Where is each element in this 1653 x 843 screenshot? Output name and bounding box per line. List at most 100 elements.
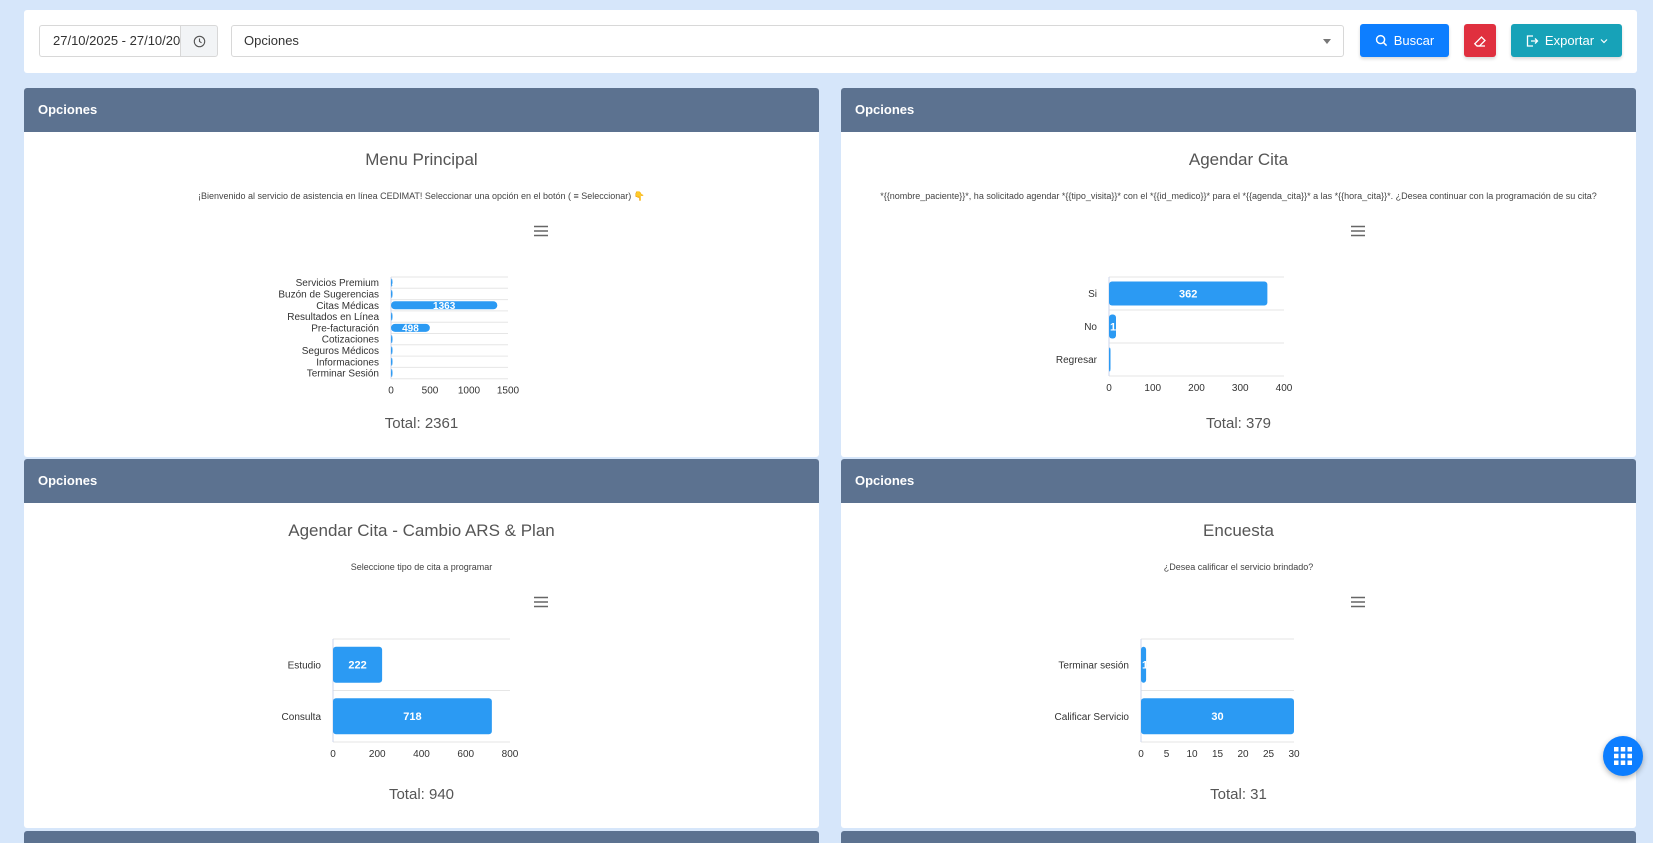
bar [391,301,498,310]
bar [391,289,393,298]
category-label: Calificar Servicio [1055,712,1130,723]
category-label: Seguros Médicos [302,346,379,357]
search-button[interactable]: Buscar [1360,24,1449,57]
panel-header: Opciones [841,88,1636,132]
data-label: 1363 [433,301,456,312]
category-label: Consulta [282,712,322,723]
search-icon [1375,34,1387,47]
bar [1141,698,1294,735]
x-tick-label: 600 [457,749,474,760]
x-tick-label: 1000 [458,386,481,397]
export-button-label: Exportar [1544,33,1595,48]
category-label: Terminar sesión [1058,660,1129,671]
bar [391,335,393,344]
agendar-cita-panel: Opciones Agendar Cita *{{nombre_paciente… [841,88,1636,457]
x-tick-label: 20 [1237,749,1249,760]
panel-header: Opciones [841,459,1636,503]
panel-header: Opciones [24,459,819,503]
bar [1109,281,1268,306]
chart-menu-icon[interactable] [533,225,549,237]
menu-principal-panel: Opciones Menu Principal ¡Bienvenido al s… [24,88,819,457]
chart-menu-icon[interactable] [1350,596,1366,608]
clock-button[interactable] [180,25,218,57]
x-tick-label: 25 [1263,749,1275,760]
encuesta-chart: 0 5 10 15 20 25 30 Terminar sesión 1 Calificar Se… [1055,638,1300,760]
category-label: Buzón de Sugerencias [278,289,379,300]
apps-menu-button[interactable] [1603,736,1643,776]
clear-button[interactable] [1464,24,1496,57]
agendar-cita-chart: 0 100 200 300 400 Si 362 No 16 Regresar [1056,276,1293,394]
chart-subtitle: ¿Desea calificar el servicio brindado? [1163,562,1314,572]
x-tick-label: 0 [1106,383,1112,394]
x-tick-label: 0 [330,749,336,760]
export-icon [1526,34,1539,47]
bar [1109,347,1111,372]
eraser-icon [1473,35,1486,47]
data-label: 1 [1142,660,1148,672]
bar [391,357,393,366]
chart-title: Encuesta [1203,521,1274,540]
x-tick-label: 0 [1138,749,1144,760]
chart-subtitle: ¡Bienvenido al servicio de asistencia en… [197,191,646,201]
export-button[interactable]: Exportar [1511,24,1622,57]
bar [391,346,393,355]
chart-subtitle: Seleccione tipo de cita a programar [350,562,493,572]
x-tick-label: 15 [1212,749,1224,760]
chart-total: Total: 940 [388,786,455,803]
chart-title: Menu Principal [365,150,478,169]
data-label: 16 [392,335,404,346]
data-label: 16 [1110,321,1122,333]
bar [333,698,492,735]
category-label: Informaciones [316,357,379,368]
date-range-input[interactable]: 27/10/2025 - 27/10/2025 [39,25,180,57]
x-tick-label: 1500 [497,386,520,397]
data-label: 11 [392,312,403,323]
chart-subtitle: *{{nombre_paciente}}*, ha solicitado age… [880,191,1597,201]
x-tick-label: 400 [1276,383,1293,394]
data-label: 718 [403,711,421,723]
panel-header: Opciones [24,88,819,132]
bar [391,323,430,332]
grid-icon [1614,747,1632,765]
options-select[interactable]: Opciones [231,25,1344,57]
category-label: Estudio [288,660,322,671]
data-label: 30 [1211,711,1223,723]
chevron-down-icon [1600,38,1608,43]
menu-principal-chart: 0 500 1000 1500 Servicios Premium 4 Buzón de S… [278,276,520,397]
x-tick-label: 5 [1164,749,1170,760]
x-tick-label: 400 [413,749,430,760]
cambio-ars-chart: 0 200 400 600 800 Estudio 222 Consulta 718 [282,638,519,760]
x-tick-label: 500 [422,386,439,397]
x-tick-label: 0 [388,386,394,397]
x-tick-label: 300 [1232,383,1249,394]
bar [391,278,393,287]
chart-title: Agendar Cita [1188,150,1289,169]
chart-menu-icon[interactable] [1350,225,1366,237]
x-tick-label: 800 [502,749,519,760]
data-label: 222 [348,660,366,672]
category-label: Regresar [1056,355,1098,366]
x-tick-label: 200 [369,749,386,760]
options-select-value: Opciones [244,33,299,48]
category-label: Si [1088,289,1097,300]
category-label: Resultados en Línea [287,312,379,323]
category-label: Servicios Premium [296,278,379,289]
data-label: 498 [402,324,419,335]
chart-title: Agendar Cita - Cambio ARS & Plan [288,521,555,540]
data-label: 13 [392,358,404,369]
bar [333,646,383,683]
x-tick-label: 10 [1186,749,1198,760]
cambio-ars-panel: Opciones Agendar Cita - Cambio ARS & Pla… [24,459,819,828]
chart-menu-icon[interactable] [533,596,549,608]
category-label: Terminar Sesión [307,369,379,380]
data-label: 362 [1179,288,1197,300]
search-button-label: Buscar [1393,33,1435,48]
x-tick-label: 30 [1288,749,1300,760]
chart-total: Total: 379 [1205,415,1272,432]
encuesta-panel: Opciones Encuesta ¿Desea calificar el se… [841,459,1636,828]
chevron-down-icon [1323,39,1331,44]
category-label: Cotizaciones [322,335,379,346]
data-label: 4 [392,278,398,289]
next-panel-header [24,831,819,843]
bar [1141,646,1147,683]
